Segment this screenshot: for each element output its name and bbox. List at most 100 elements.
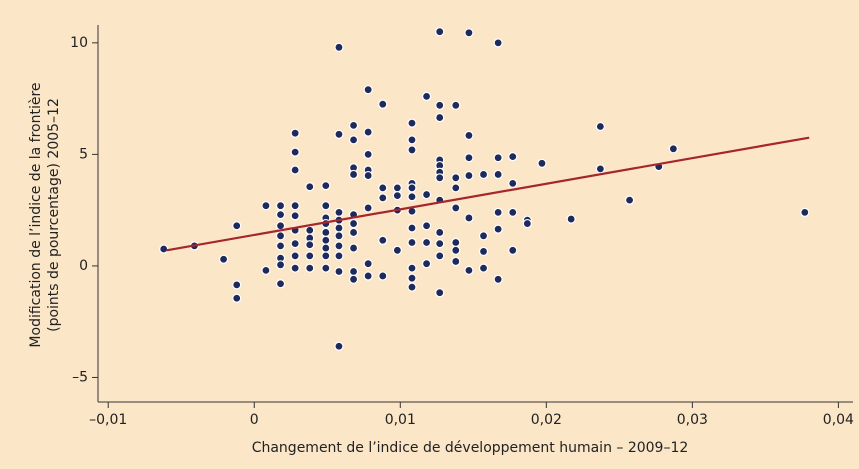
point <box>451 245 461 255</box>
x-tick-label: 0 <box>250 412 259 428</box>
point <box>508 207 518 217</box>
point <box>275 279 286 289</box>
point <box>378 193 388 203</box>
point <box>478 231 489 241</box>
point <box>363 85 373 95</box>
point <box>378 99 388 109</box>
point <box>407 118 417 128</box>
point <box>275 231 286 241</box>
point <box>392 191 402 201</box>
point <box>435 173 445 183</box>
point <box>378 183 388 193</box>
point <box>363 271 373 281</box>
point <box>363 170 373 181</box>
point <box>800 207 810 217</box>
x-axis-label: Changement de l’indice de développement … <box>252 440 689 456</box>
y-axis-label: (points de pourcentage) 2005–12 <box>46 98 62 332</box>
point <box>334 223 344 233</box>
y-tick-label: –5 <box>72 369 88 385</box>
point <box>464 170 474 181</box>
point <box>290 201 300 211</box>
point <box>493 38 503 48</box>
point <box>321 235 331 245</box>
point <box>334 251 344 261</box>
point <box>363 149 373 159</box>
point <box>275 241 286 251</box>
point <box>378 235 388 245</box>
point <box>407 273 417 283</box>
y-axis-label: Modification de l’indice de la frontière <box>28 82 44 347</box>
point <box>435 112 445 123</box>
point <box>392 245 402 255</box>
point <box>451 256 461 267</box>
x-tick-label: 0,02 <box>531 412 562 428</box>
point <box>348 218 359 229</box>
point <box>290 263 300 273</box>
point <box>305 251 315 261</box>
point <box>464 130 474 141</box>
point <box>464 265 474 275</box>
point <box>334 231 344 241</box>
point <box>159 244 169 254</box>
point <box>435 27 445 37</box>
point <box>290 128 300 138</box>
point <box>363 259 373 269</box>
point <box>407 183 417 193</box>
point <box>334 266 344 277</box>
point <box>334 341 344 351</box>
point <box>464 28 474 38</box>
point <box>421 259 432 269</box>
point <box>478 246 489 257</box>
point <box>334 241 344 251</box>
y-tick-label: 5 <box>79 146 88 162</box>
point <box>290 165 300 175</box>
point <box>478 169 489 180</box>
point <box>321 181 331 191</box>
point <box>435 100 445 110</box>
point <box>435 227 445 238</box>
point <box>595 121 605 132</box>
point <box>363 127 373 137</box>
point <box>464 213 474 223</box>
point <box>493 274 503 284</box>
point <box>493 207 503 217</box>
point <box>305 182 315 192</box>
point <box>275 260 286 270</box>
point <box>435 288 445 298</box>
y-tick-label: 0 <box>79 258 88 274</box>
point <box>407 135 417 145</box>
point <box>261 201 271 211</box>
point <box>566 214 576 224</box>
point <box>275 210 286 220</box>
point <box>508 178 518 188</box>
point <box>348 266 359 277</box>
point <box>421 237 432 248</box>
point <box>363 203 373 213</box>
x-tick-label: 0,04 <box>823 412 854 428</box>
point <box>493 224 503 234</box>
point <box>378 271 388 281</box>
point <box>348 227 359 238</box>
point <box>435 239 445 249</box>
point <box>321 263 331 273</box>
point <box>493 169 503 180</box>
point <box>348 120 359 130</box>
point <box>407 145 417 155</box>
point <box>407 282 417 292</box>
point <box>334 207 344 217</box>
point <box>348 169 359 180</box>
point <box>451 237 461 248</box>
point <box>334 129 344 139</box>
point <box>321 243 331 253</box>
point <box>493 153 503 163</box>
point <box>305 240 315 250</box>
point <box>595 164 605 174</box>
point <box>407 192 417 202</box>
trend-line <box>166 136 810 252</box>
point <box>232 221 242 231</box>
point <box>275 201 286 211</box>
point <box>451 100 461 110</box>
point <box>421 221 432 231</box>
